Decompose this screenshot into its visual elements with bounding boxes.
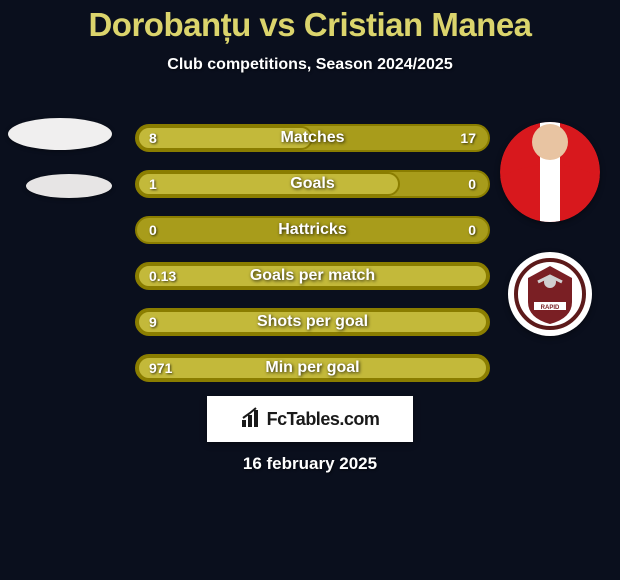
right-avatar-stack: RAPID [500, 122, 600, 336]
player1-club-placeholder [26, 174, 112, 198]
stat-bar: 9Shots per goal [135, 308, 490, 336]
stat-bars: 8Matches171Goals00Hattricks00.13Goals pe… [135, 124, 490, 400]
club-badge-svg: RAPID [514, 258, 586, 330]
svg-text:RAPID: RAPID [541, 305, 560, 311]
attribution-text: FcTables.com [267, 409, 380, 430]
stat-label: Min per goal [137, 359, 488, 377]
subtitle: Club competitions, Season 2024/2025 [0, 56, 620, 74]
stat-label: Hattricks [137, 221, 488, 239]
stat-right-value: 17 [460, 130, 476, 146]
stat-label: Goals per match [137, 267, 488, 285]
attribution-badge: FcTables.com [207, 396, 413, 442]
stat-bar: 8Matches17 [135, 124, 490, 152]
page-title: Dorobanțu vs Cristian Manea [0, 0, 620, 44]
stat-bar: 0.13Goals per match [135, 262, 490, 290]
stat-bar: 1Goals0 [135, 170, 490, 198]
player1-avatar-placeholder [8, 118, 112, 150]
stat-bar: 0Hattricks0 [135, 216, 490, 244]
stat-label: Matches [137, 129, 488, 147]
date-text: 16 february 2025 [0, 454, 620, 474]
player2-photo [500, 122, 600, 222]
stat-bar: 971Min per goal [135, 354, 490, 382]
comparison-card: Dorobanțu vs Cristian Manea Club competi… [0, 0, 620, 580]
stat-label: Goals [137, 175, 488, 193]
stat-right-value: 0 [468, 176, 476, 192]
stat-label: Shots per goal [137, 313, 488, 331]
fctables-icon [241, 406, 263, 433]
player2-club-badge: RAPID [508, 252, 592, 336]
player2-photo-svg [500, 122, 600, 222]
left-avatar-stack [8, 118, 112, 198]
stat-right-value: 0 [468, 222, 476, 238]
